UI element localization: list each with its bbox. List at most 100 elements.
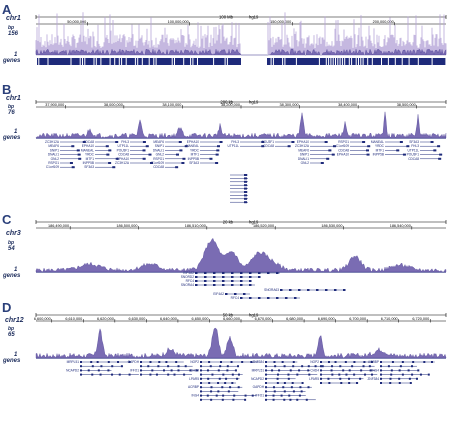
gene-exon bbox=[236, 377, 239, 380]
gene-label: CDCA8 bbox=[153, 165, 164, 169]
gene-exon bbox=[210, 390, 213, 393]
gene-density-gap bbox=[401, 58, 403, 65]
gene-exon bbox=[285, 297, 288, 299]
gene-label: NOP2 bbox=[190, 360, 199, 364]
scale-label: 100 Mb bbox=[219, 15, 234, 20]
gene-density-gap bbox=[224, 58, 226, 65]
gene-density-gap bbox=[190, 58, 192, 65]
gene-exon bbox=[307, 365, 310, 368]
gene-exon bbox=[207, 377, 210, 380]
gene-label: CDCA8 bbox=[118, 153, 129, 157]
gene-exon bbox=[332, 145, 336, 148]
gene-exon bbox=[396, 149, 400, 152]
gene-exon bbox=[206, 369, 209, 372]
gene-exon bbox=[380, 377, 382, 380]
gene-exon bbox=[240, 297, 243, 299]
ruler-tick-label: 6,670,000 bbox=[255, 317, 272, 321]
gene-exon bbox=[316, 289, 319, 291]
gene-exon bbox=[240, 284, 243, 286]
gene-exon bbox=[148, 153, 152, 156]
baseline-label: 1 bbox=[14, 352, 18, 358]
gene-exon bbox=[231, 276, 234, 278]
gene-exon bbox=[170, 369, 173, 372]
gene-exon bbox=[362, 141, 366, 143]
gene-label: LPAR5 bbox=[189, 377, 199, 381]
signal-area bbox=[35, 48, 447, 56]
gene-exon bbox=[244, 180, 247, 183]
scale-label: 20 kb bbox=[223, 220, 234, 225]
track-svg: 20 kb hg19 186,490,000 186,500,000 186,510,0… bbox=[35, 220, 447, 300]
gene-exon bbox=[222, 276, 225, 278]
gene-density-gap bbox=[84, 58, 86, 65]
gene-exon bbox=[222, 373, 225, 376]
gene-density-gap bbox=[100, 58, 102, 65]
gene-exon bbox=[331, 365, 334, 368]
gene-label: POU3F1 bbox=[262, 140, 275, 144]
genes-label: genes bbox=[3, 58, 21, 64]
gene-exon bbox=[244, 197, 247, 200]
gene-exon bbox=[261, 145, 265, 148]
gene-exon bbox=[115, 141, 119, 143]
gene-exon bbox=[325, 289, 328, 291]
gene-exon bbox=[398, 382, 401, 384]
gene-label: INPP5B bbox=[373, 153, 384, 157]
gene-label: EPHA10 bbox=[187, 140, 199, 144]
gene-exon bbox=[411, 373, 414, 376]
gene-exon bbox=[231, 272, 234, 274]
gene-density-gap bbox=[394, 58, 396, 65]
gene-label: SNIP1 bbox=[50, 148, 59, 152]
gene-exon bbox=[265, 398, 267, 401]
ruler-tick-label: 37,900,000 bbox=[45, 103, 64, 107]
gene-exon bbox=[334, 289, 337, 291]
gene-density-gap bbox=[137, 58, 139, 65]
gene-exon bbox=[195, 280, 198, 282]
gene-exon bbox=[348, 377, 351, 380]
ruler-tick-label: 50,000,000 bbox=[67, 20, 86, 24]
chromosome-label: chr3 bbox=[6, 230, 21, 237]
ruler-tick-label: 6,720,000 bbox=[412, 317, 429, 321]
gene-exon bbox=[301, 382, 304, 384]
gene-exon bbox=[200, 365, 202, 368]
gene-density-gap bbox=[351, 58, 353, 65]
gene-exon bbox=[320, 369, 322, 372]
gene-exon bbox=[276, 297, 279, 299]
gene-density-gap bbox=[226, 58, 228, 65]
gene-exon bbox=[204, 280, 207, 282]
gene-exon bbox=[348, 369, 351, 372]
gene-density-gap bbox=[148, 58, 150, 65]
gene-exon bbox=[360, 369, 363, 372]
gene-label: FHL3 bbox=[411, 144, 419, 148]
gene-exon bbox=[128, 361, 131, 363]
gene-exon bbox=[387, 365, 390, 368]
gene-exon bbox=[301, 365, 304, 368]
gene-exon bbox=[179, 149, 183, 152]
gene-label: MANEAL bbox=[186, 144, 199, 148]
gene-exon bbox=[200, 373, 202, 376]
gene-label: ACRBP bbox=[368, 360, 379, 364]
gene-exon bbox=[80, 369, 82, 372]
gene-exon bbox=[399, 365, 402, 368]
gene-exon bbox=[217, 390, 220, 393]
gene-exon bbox=[265, 394, 267, 397]
gene-exon bbox=[412, 361, 415, 363]
gene-exon bbox=[326, 157, 330, 160]
gene-exon bbox=[217, 382, 220, 384]
gene-exon bbox=[307, 289, 310, 291]
gene-exon bbox=[439, 153, 443, 156]
gene-exon bbox=[298, 289, 301, 291]
gene-exon bbox=[409, 382, 412, 384]
gene-exon bbox=[251, 394, 254, 397]
gene-exon bbox=[280, 394, 283, 397]
gene-label: ZC3H12A bbox=[45, 140, 60, 144]
gene-exon bbox=[258, 297, 261, 299]
gene-exon bbox=[367, 145, 371, 148]
gene-exon bbox=[380, 361, 382, 363]
chromosome-label: chr1 bbox=[6, 95, 21, 102]
gene-exon bbox=[209, 157, 213, 160]
gene-exon bbox=[339, 377, 342, 380]
gene-label: GNL2 bbox=[51, 157, 60, 161]
panel-d: D chr12 bp 65 1 genes 50 kb hg19 6,600,000… bbox=[0, 300, 454, 441]
gene-label: SNORD2 bbox=[181, 275, 195, 279]
gene-exon bbox=[273, 390, 276, 393]
gene-exon bbox=[298, 369, 301, 372]
